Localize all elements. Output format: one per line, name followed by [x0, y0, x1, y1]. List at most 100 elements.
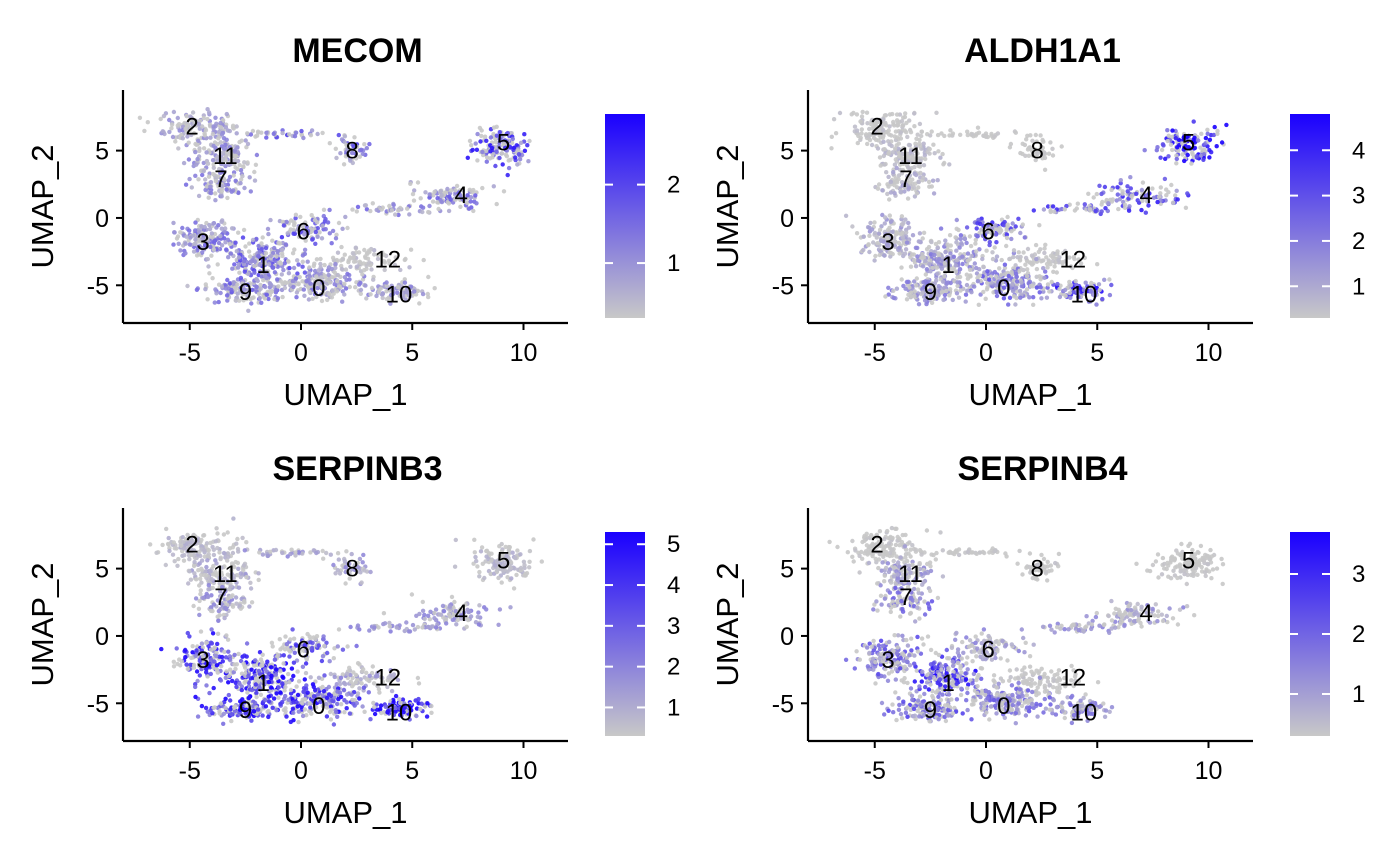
cell-point: [864, 110, 870, 115]
cell-point: [1116, 206, 1121, 212]
cell-point: [241, 563, 247, 568]
cell-point: [388, 301, 393, 306]
cell-point: [956, 295, 962, 300]
cell-point: [496, 144, 502, 149]
cell-point: [283, 634, 288, 639]
cell-point: [897, 150, 902, 156]
cell-point: [422, 612, 427, 618]
y-axis-label: UMAP_2: [25, 144, 60, 268]
cell-point: [1175, 197, 1180, 202]
cell-point: [276, 685, 281, 690]
cluster-label: 12: [374, 247, 401, 274]
cell-point: [223, 125, 229, 130]
cell-point: [1185, 152, 1190, 158]
cell-point: [348, 624, 353, 630]
cell-point: [159, 646, 164, 652]
cell-point: [854, 112, 860, 117]
cell-point: [1205, 127, 1210, 132]
cell-point: [499, 151, 505, 156]
cell-point: [918, 170, 923, 176]
cell-point: [923, 272, 928, 277]
cell-point: [336, 220, 342, 226]
cell-point: [206, 195, 211, 200]
cell-point: [188, 577, 194, 582]
cell-point: [1109, 282, 1114, 288]
cell-point: [432, 189, 437, 195]
cell-point: [829, 134, 834, 139]
cell-point: [309, 128, 315, 133]
cell-point: [222, 146, 228, 151]
cell-point: [479, 545, 485, 550]
cell-point: [197, 561, 202, 566]
cell-point: [935, 178, 940, 183]
cell-point: [1170, 128, 1175, 133]
cell-point: [409, 592, 415, 597]
cell-point: [913, 245, 919, 250]
cell-point: [386, 258, 392, 263]
cell-point: [972, 261, 977, 266]
cell-point: [256, 291, 262, 296]
cell-point: [1176, 148, 1181, 153]
cell-point: [1004, 235, 1010, 241]
cell-point: [225, 530, 230, 535]
cell-point: [994, 240, 999, 245]
cell-point: [336, 132, 341, 138]
cell-point: [304, 279, 309, 284]
cell-point: [339, 137, 345, 142]
cell-point: [220, 156, 226, 161]
cell-point: [935, 245, 940, 250]
cell-point: [258, 286, 263, 291]
cell-point: [1015, 255, 1020, 260]
cell-point: [945, 242, 950, 247]
cell-point: [342, 710, 347, 715]
cell-point: [223, 226, 228, 231]
cell-point: [188, 126, 194, 131]
cell-point: [1165, 138, 1170, 144]
cluster-label: 8: [1031, 138, 1044, 165]
cell-point: [974, 249, 979, 254]
cell-point: [1016, 216, 1021, 221]
cell-point: [360, 704, 365, 709]
cell-point: [489, 558, 494, 563]
cell-point: [200, 172, 205, 178]
cell-point: [904, 130, 909, 135]
cell-point: [205, 107, 210, 112]
cell-point: [178, 248, 183, 253]
cell-point: [1022, 235, 1027, 240]
cell-point: [213, 115, 218, 121]
cell-point: [1140, 180, 1146, 185]
cell-point: [990, 256, 996, 262]
cell-point: [869, 227, 875, 232]
cell-point: [505, 130, 510, 136]
cell-point: [415, 675, 421, 681]
cell-point: [916, 161, 921, 166]
cell-point: [296, 679, 302, 684]
cell-point: [465, 193, 470, 198]
cell-point: [203, 187, 208, 193]
cell-point: [180, 225, 185, 231]
cell-point: [291, 700, 296, 705]
cell-point: [315, 234, 320, 239]
cell-point: [526, 159, 531, 164]
cell-point: [316, 643, 321, 648]
cell-point: [1120, 191, 1125, 196]
cell-point: [357, 686, 362, 691]
cluster-label: 11: [213, 143, 238, 170]
cell-point: [241, 262, 247, 267]
cell-point: [302, 232, 307, 237]
cell-point: [465, 200, 470, 206]
cell-point: [300, 279, 305, 284]
cell-point: [343, 154, 349, 159]
cell-point: [281, 653, 286, 658]
cell-point: [1158, 185, 1164, 190]
cell-point: [367, 628, 372, 633]
cell-point: [248, 580, 253, 585]
cell-point: [186, 157, 192, 162]
cell-point: [420, 608, 426, 613]
cell-point: [238, 177, 244, 182]
cell-point: [894, 286, 900, 291]
cell-point: [195, 156, 200, 162]
cell-point: [281, 661, 286, 666]
cell-point: [206, 174, 212, 179]
cell-point: [499, 580, 504, 585]
